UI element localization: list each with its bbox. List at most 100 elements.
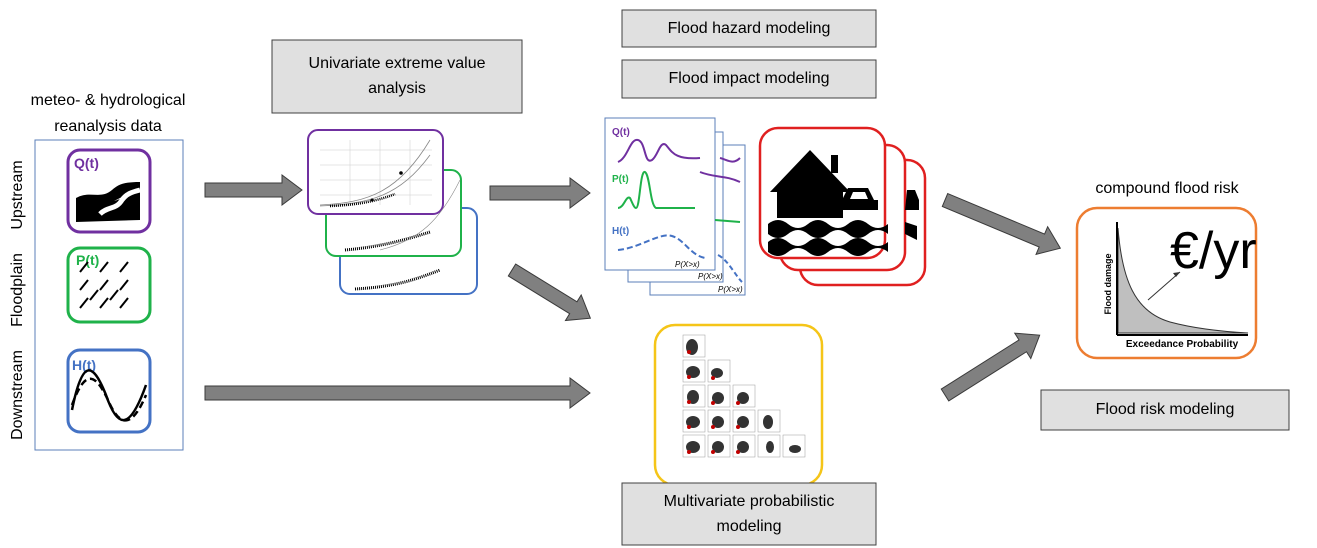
multivariate-panel-shape: [621, 482, 877, 546]
univariate-charts-shape: [399, 171, 403, 175]
arrows-shape: [489, 177, 591, 209]
input-panel-shape-shape: [119, 261, 129, 273]
input-panel-shape-shape: [99, 279, 109, 291]
univariate-charts-shape: [379, 179, 461, 251]
multivariate-panel-shape-shape: [686, 441, 700, 453]
impact-cards-shape: [617, 234, 706, 259]
impact-box-shape: [621, 59, 877, 99]
multivariate-panel-shape-shape: [711, 401, 715, 405]
flood-icons: [758, 126, 927, 287]
multivariate-panel-shape-shape: [712, 441, 724, 453]
input-panel-shape: [76, 182, 140, 222]
variable-label: P(t): [76, 252, 99, 268]
location-label: Upstream: [9, 160, 26, 229]
multivariate-panel-shape-shape: [687, 350, 691, 354]
multivariate-panel: Multivariate probabilistic modeling: [621, 323, 877, 546]
impact-cards-shape: [719, 157, 741, 163]
flood-icons-shape: [850, 192, 868, 199]
hazard-box: Flood hazard modeling: [621, 9, 877, 48]
card-axis: P(X>x): [718, 285, 743, 294]
flood-icons-shape: [768, 238, 888, 256]
multivariate-panel-shape-shape: [686, 366, 700, 378]
univariate-label: Univariate extreme value: [309, 55, 486, 72]
input-panel-shape-shape: [99, 261, 109, 273]
univariate-charts-shape: [307, 129, 444, 215]
multivariate-panel-shape-shape: [712, 392, 724, 404]
risk-panel: compound flood risk €/yr Flood damage Ex…: [1040, 180, 1290, 431]
input-panel-shape-shape: [79, 297, 89, 309]
location-label: Floodplain: [9, 253, 26, 327]
impact-cards-shape: [617, 138, 701, 163]
multivariate-panel-shape-shape: [766, 441, 774, 453]
card-variable: H(t): [612, 226, 629, 237]
multivariate-panel-shape-shape: [736, 425, 740, 429]
multivariate-panel-shape: [687, 350, 740, 454]
univariate-charts-shape: [370, 198, 374, 202]
arrow: [204, 174, 303, 206]
impact-label: Flood impact modeling: [669, 70, 830, 87]
multivariate-panel-shape: [686, 339, 801, 453]
multivariate-panel-shape-shape: [736, 450, 740, 454]
arrows: [204, 174, 1062, 409]
multivariate-panel-shape-shape: [711, 368, 723, 378]
input-panel-shape: [79, 261, 129, 309]
univariate-charts-shape: [344, 230, 431, 252]
flood-icons-shape: [770, 150, 850, 218]
univariate-charts-shape: [354, 268, 441, 291]
input-title: meteo- & hydrological: [31, 92, 186, 109]
multivariate-panel-shape-shape: [711, 376, 715, 380]
risk-panel-shape: [1040, 389, 1290, 431]
risk-panel-shape: [1147, 271, 1181, 301]
multivariate-panel-shape-shape: [687, 375, 691, 379]
multivariate-panel-shape-shape: [736, 401, 740, 405]
input-panel-shape-shape: [79, 279, 89, 291]
input-panel-shape-shape: [109, 289, 119, 301]
risk-panel-shape: [1117, 227, 1249, 334]
card-variable: Q(t): [612, 127, 630, 138]
multivariate-panel-shape-shape: [737, 441, 749, 453]
impact-cards-shape: [617, 170, 695, 210]
flood-icons-shape: [831, 155, 838, 173]
hazard-box-shape: [621, 9, 877, 48]
impact-box: Flood impact modeling: [621, 59, 877, 99]
arrow: [940, 332, 1041, 402]
impact-cards: Q(t) P(t) H(t) P(X>x) P(X>x) P(X>x): [604, 117, 746, 296]
multivariate-panel-shape-shape: [789, 445, 801, 453]
multivariate-panel-shape-shape: [687, 400, 691, 404]
univariate-charts-shape: [320, 140, 432, 205]
univariate-box: Univariate extreme value analysis: [271, 39, 523, 114]
risk-y-label: Flood damage: [1103, 253, 1113, 314]
input-title: reanalysis data: [54, 118, 162, 135]
risk-panel-shape: [1173, 272, 1180, 277]
card-axis: P(X>x): [698, 272, 723, 281]
multivariate-panel-shape-shape: [712, 416, 724, 428]
multivariate-label: modeling: [717, 518, 782, 535]
arrow: [941, 192, 1062, 256]
arrows-shape: [940, 332, 1041, 402]
risk-x-label: Exceedance Probability: [1126, 339, 1239, 350]
flood-icons-shape: [768, 220, 888, 238]
input-panel-shape: [66, 246, 152, 324]
multivariate-panel-shape-shape: [711, 425, 715, 429]
risk-unit: €/yr: [1170, 222, 1257, 280]
multivariate-panel-shape-shape: [687, 425, 691, 429]
card-variable: P(t): [612, 174, 629, 185]
input-panel-shape: [70, 377, 148, 422]
arrow: [507, 263, 592, 322]
impact-cards-shape: [604, 117, 716, 271]
arrow: [204, 377, 591, 409]
impact-cards-shape: [717, 254, 743, 283]
arrows-shape: [507, 263, 592, 322]
univariate-charts-shape: [319, 154, 431, 207]
multivariate-panel-shape-shape: [711, 450, 715, 454]
variable-label: H(t): [72, 357, 96, 373]
univariate-charts-shape: [329, 192, 396, 208]
arrows-shape: [204, 174, 303, 206]
input-panel-shape-shape: [119, 297, 129, 309]
arrows-shape: [941, 192, 1062, 256]
arrow: [489, 177, 591, 209]
multivariate-label: Multivariate probabilistic: [664, 493, 835, 510]
impact-cards-shape: [714, 219, 741, 223]
